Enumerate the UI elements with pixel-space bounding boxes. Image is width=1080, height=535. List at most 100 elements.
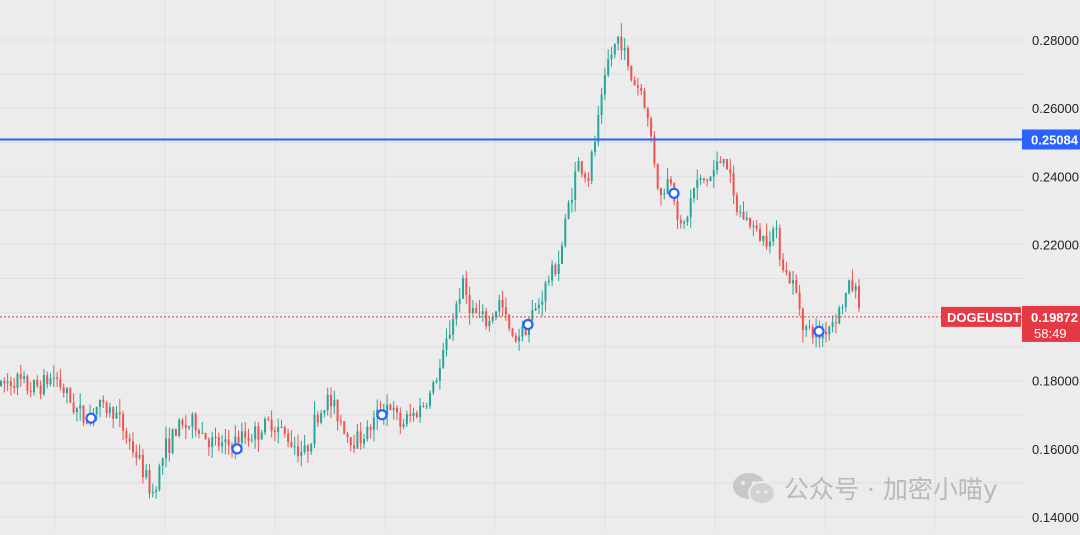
- candle-down: [742, 211, 745, 220]
- candle-up: [597, 115, 600, 142]
- candle-up: [561, 245, 563, 264]
- candle-up: [716, 161, 719, 171]
- candle-up: [108, 407, 111, 413]
- candle-down: [389, 404, 392, 411]
- candle-up: [250, 439, 253, 441]
- candle-down: [396, 407, 398, 413]
- candle-up: [792, 280, 794, 284]
- candle-up: [452, 319, 455, 335]
- candle-down: [125, 430, 128, 439]
- candle-down: [514, 335, 517, 342]
- candle-up: [448, 334, 451, 339]
- candle-up: [42, 374, 45, 395]
- candle-up: [481, 311, 484, 314]
- candle-down: [702, 178, 705, 181]
- candle-down: [485, 311, 488, 327]
- y-tick-label: 0.16000: [1032, 442, 1079, 457]
- candle-up: [171, 429, 174, 453]
- candle-up: [293, 446, 296, 448]
- candle-down: [39, 385, 42, 395]
- candle-down: [759, 228, 761, 241]
- candle-up: [188, 426, 191, 428]
- candle-up: [498, 299, 501, 312]
- candle-down: [643, 90, 646, 109]
- candle-down: [633, 79, 636, 86]
- candle-up: [201, 432, 204, 434]
- candle-up: [686, 217, 689, 222]
- candle-up: [320, 413, 323, 423]
- candle-up: [617, 36, 620, 44]
- candle-down: [504, 307, 507, 315]
- candle-down: [669, 179, 672, 184]
- candle-up: [264, 418, 266, 433]
- candle-down: [811, 326, 814, 338]
- candle-down: [825, 331, 827, 335]
- candle-up: [768, 241, 771, 247]
- price-axis[interactable]: 0.28000 0.26000 0.24000 0.22000 0.18000 0.160…: [941, 33, 1080, 525]
- candle-down: [785, 270, 788, 273]
- candle-up: [848, 280, 851, 293]
- candle-down: [587, 177, 590, 181]
- last-price-label: 0.19872: [1031, 310, 1078, 325]
- candle-up: [372, 417, 375, 430]
- candle-up: [405, 414, 408, 425]
- candle-up: [52, 377, 55, 379]
- symbol-tag: [941, 306, 1021, 327]
- candle-down: [257, 426, 260, 440]
- candle-up: [613, 43, 616, 55]
- candle-up: [310, 444, 313, 452]
- candle-down: [128, 438, 131, 442]
- candles: [0, 23, 860, 499]
- candle-down: [217, 437, 220, 447]
- candle-down: [729, 169, 732, 174]
- candle-up: [99, 399, 101, 407]
- candle-up: [577, 161, 580, 172]
- candle-up: [709, 176, 712, 182]
- candle-up: [689, 198, 692, 218]
- candle-down: [620, 36, 623, 51]
- candle-up: [518, 336, 521, 342]
- candle-up: [594, 141, 596, 152]
- candle-down: [409, 414, 412, 416]
- candle-down: [346, 433, 349, 438]
- candle-down: [297, 446, 299, 456]
- signal-marker: [522, 318, 534, 331]
- candle-down: [801, 308, 804, 331]
- candle-up: [438, 367, 441, 381]
- candle-down: [468, 295, 471, 314]
- candle-down: [808, 326, 811, 328]
- candle-up: [356, 431, 359, 449]
- candle-up: [551, 264, 554, 281]
- wechat-icon: [733, 473, 776, 505]
- candle-down: [105, 402, 108, 413]
- y-tick-label: 0.28000: [1032, 33, 1079, 48]
- candle-down: [465, 278, 468, 296]
- candle-up: [432, 382, 435, 393]
- candle-down: [227, 439, 230, 446]
- candle-down: [508, 314, 511, 329]
- candle-up: [326, 394, 329, 411]
- candle-up: [841, 307, 844, 309]
- candle-down: [204, 432, 207, 440]
- candle-up: [224, 439, 227, 443]
- candle-down: [56, 377, 59, 379]
- candle-down: [795, 280, 798, 293]
- candle-up: [240, 431, 243, 443]
- candle-down: [851, 280, 854, 291]
- candle-up: [838, 307, 841, 324]
- candle-up: [16, 373, 19, 388]
- candle-up: [600, 94, 603, 116]
- candle-up: [280, 426, 283, 428]
- watermark-text: 公众号 · 加密小喵y: [784, 475, 998, 504]
- candle-up: [521, 326, 524, 337]
- candle-up: [75, 408, 78, 413]
- candle-down: [422, 405, 425, 407]
- candle-down: [3, 381, 6, 384]
- candle-up: [392, 407, 395, 411]
- candle-up: [534, 308, 537, 311]
- candle-up: [429, 392, 431, 407]
- candle-down: [660, 188, 662, 195]
- candle-up: [544, 282, 547, 302]
- signal-marker: [231, 443, 243, 455]
